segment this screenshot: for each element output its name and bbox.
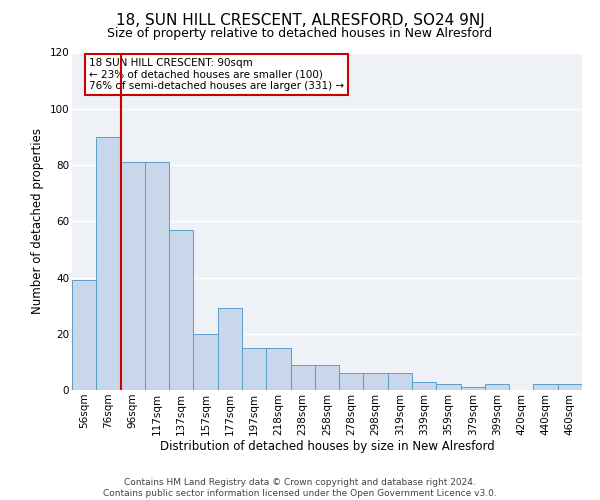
Bar [242, 348, 266, 390]
Bar [485, 384, 509, 390]
Bar [145, 162, 169, 390]
Bar [290, 364, 315, 390]
Bar [315, 364, 339, 390]
Text: 18 SUN HILL CRESCENT: 90sqm
← 23% of detached houses are smaller (100)
76% of se: 18 SUN HILL CRESCENT: 90sqm ← 23% of det… [89, 58, 344, 92]
Bar [339, 373, 364, 390]
Bar [169, 230, 193, 390]
Bar [533, 384, 558, 390]
Bar [218, 308, 242, 390]
Text: Size of property relative to detached houses in New Alresford: Size of property relative to detached ho… [107, 28, 493, 40]
Y-axis label: Number of detached properties: Number of detached properties [31, 128, 44, 314]
Bar [193, 334, 218, 390]
Bar [436, 384, 461, 390]
Text: 18, SUN HILL CRESCENT, ALRESFORD, SO24 9NJ: 18, SUN HILL CRESCENT, ALRESFORD, SO24 9… [116, 12, 484, 28]
Text: Contains HM Land Registry data © Crown copyright and database right 2024.
Contai: Contains HM Land Registry data © Crown c… [103, 478, 497, 498]
Bar [558, 384, 582, 390]
Bar [121, 162, 145, 390]
X-axis label: Distribution of detached houses by size in New Alresford: Distribution of detached houses by size … [160, 440, 494, 454]
Bar [96, 137, 121, 390]
Bar [364, 373, 388, 390]
Bar [461, 387, 485, 390]
Bar [412, 382, 436, 390]
Bar [72, 280, 96, 390]
Bar [266, 348, 290, 390]
Bar [388, 373, 412, 390]
